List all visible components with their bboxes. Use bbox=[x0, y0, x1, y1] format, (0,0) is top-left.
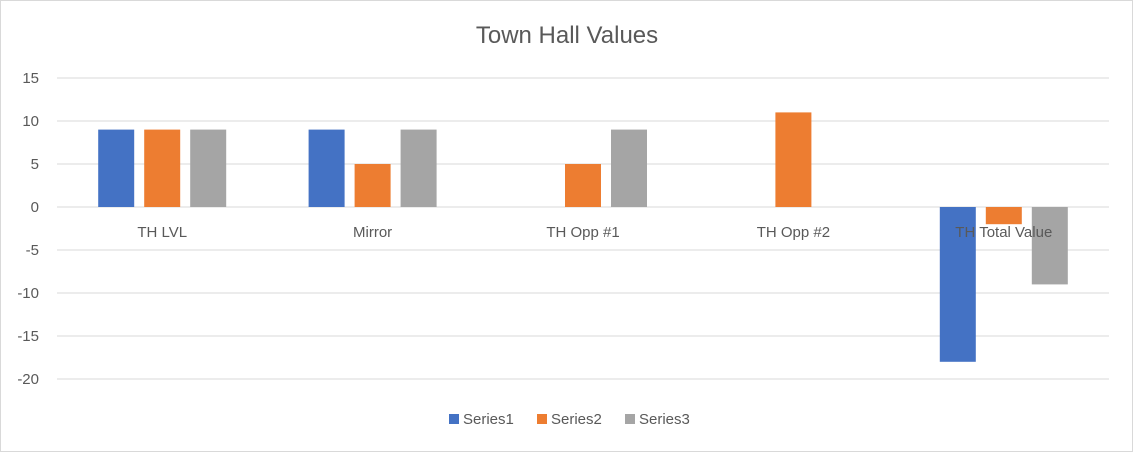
legend: Series1 Series2 Series3 bbox=[449, 411, 690, 428]
legend-swatch bbox=[449, 414, 459, 424]
category-label: Mirror bbox=[353, 224, 392, 241]
y-tick-label: 10 bbox=[22, 113, 39, 130]
bar-series2-3 bbox=[565, 164, 601, 207]
category-label: TH Total Value bbox=[955, 224, 1052, 241]
category-labels: TH LVL Mirror TH Opp #1 TH Opp #2 TH Total V… bbox=[137, 224, 1052, 241]
legend-swatch bbox=[625, 414, 635, 424]
y-tick-label: 5 bbox=[31, 156, 39, 173]
bar-series3-5 bbox=[1031, 207, 1068, 285]
y-tick-label: -15 bbox=[17, 328, 39, 345]
legend-label: Series1 bbox=[463, 411, 514, 428]
y-tick-label: -5 bbox=[26, 242, 39, 259]
bar-series2-1 bbox=[144, 129, 181, 207]
bar-series3-1 bbox=[190, 129, 227, 207]
bar-series3-3 bbox=[611, 129, 647, 207]
category-label: TH Opp #1 bbox=[546, 224, 619, 241]
bar-series3-2 bbox=[400, 129, 437, 207]
legend-label: Series2 bbox=[551, 411, 602, 428]
gridlines bbox=[57, 77, 1109, 380]
bar-series2-5 bbox=[985, 207, 1022, 225]
bar-series1-2 bbox=[308, 129, 345, 207]
y-axis-ticks: 15 10 5 0 -5 -10 -15 -20 bbox=[17, 70, 39, 388]
bar-series2-2 bbox=[354, 164, 391, 207]
bars bbox=[98, 112, 1068, 362]
legend-label: Series3 bbox=[639, 411, 690, 428]
category-label: TH Opp #2 bbox=[757, 224, 830, 241]
y-tick-label: -10 bbox=[17, 285, 39, 302]
bar-series1-1 bbox=[98, 129, 135, 207]
bar-series1-5 bbox=[939, 207, 976, 362]
bar-series2-4 bbox=[775, 112, 812, 207]
category-label: TH LVL bbox=[137, 224, 187, 241]
y-tick-label: 0 bbox=[31, 199, 39, 216]
legend-swatch bbox=[537, 414, 547, 424]
chart-title: Town Hall Values bbox=[476, 22, 658, 49]
y-tick-label: 15 bbox=[22, 70, 39, 87]
y-tick-label: -20 bbox=[17, 371, 39, 388]
